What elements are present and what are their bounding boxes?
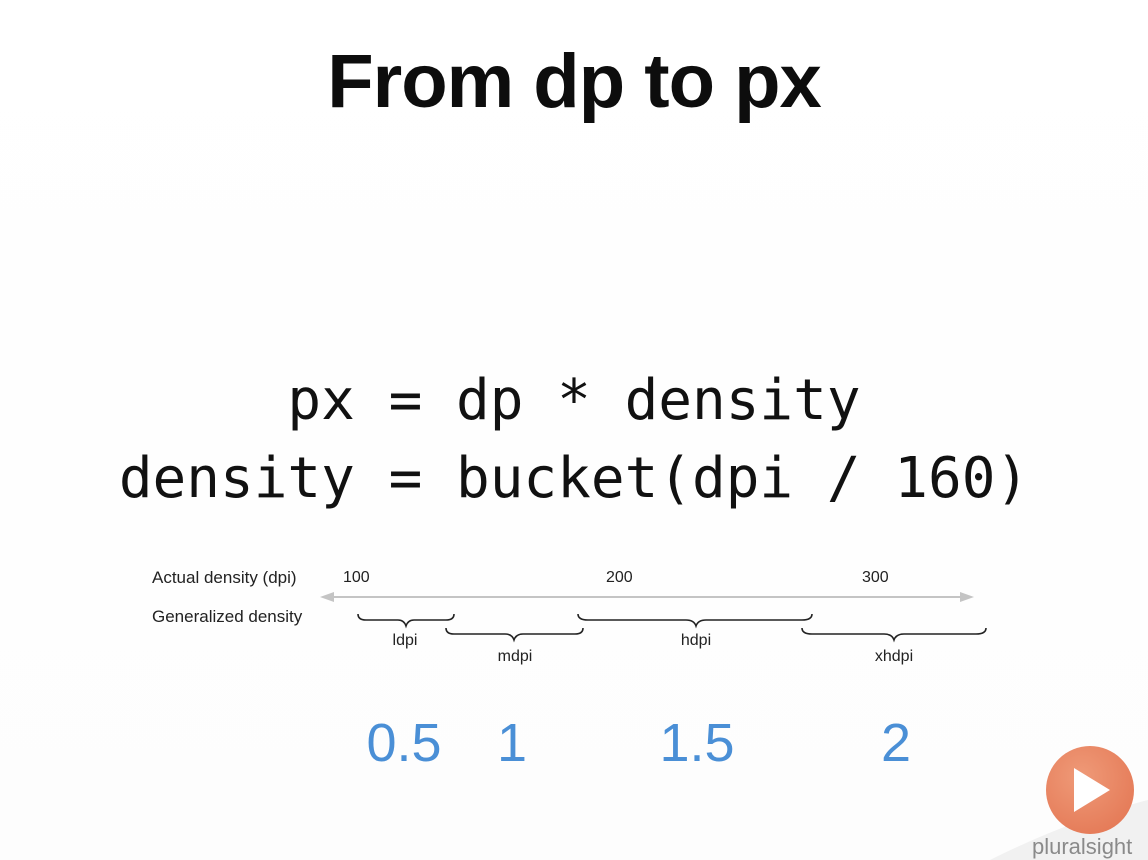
bucket-xhdpi: xhdpi (874, 648, 914, 665)
brace-ldpi (357, 613, 455, 629)
factor-ldpi: 0.5 (366, 713, 442, 773)
dpi-tick-200: 200 (606, 569, 633, 586)
formula-density: density = bucket(dpi / 160) (118, 446, 1030, 511)
actual-density-label: Actual density (dpi) (152, 568, 297, 587)
factor-hdpi: 1.5 (659, 713, 735, 773)
brand-name: pluralsight (1032, 834, 1133, 859)
dpi-tick-100: 100 (343, 569, 370, 586)
play-icon (1074, 768, 1110, 812)
dpi-tick-300: 300 (862, 569, 889, 586)
bucket-hdpi: hdpi (680, 632, 712, 649)
brace-hdpi (577, 613, 813, 629)
axis-arrow-left (320, 592, 334, 602)
slide-title: From dp to px (327, 39, 822, 124)
formula-px: px = dp * density (287, 368, 861, 433)
brace-mdpi (445, 627, 584, 643)
factor-mdpi: 1 (496, 713, 528, 773)
bucket-ldpi: ldpi (392, 632, 418, 649)
generalized-density-label: Generalized density (152, 607, 303, 626)
axis-arrow-right (960, 592, 974, 602)
brace-xhdpi (801, 627, 987, 643)
factor-xhdpi: 2 (880, 713, 912, 773)
bucket-mdpi: mdpi (497, 648, 533, 665)
